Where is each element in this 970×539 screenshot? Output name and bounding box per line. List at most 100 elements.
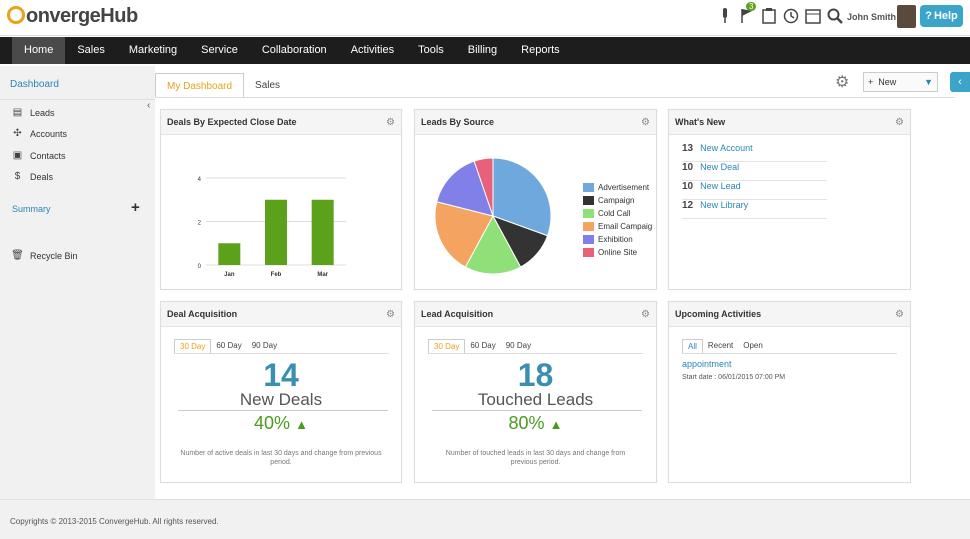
panel-header: Leads By Source ⚙ — [415, 110, 656, 135]
new-dropdown-button[interactable]: + New ▼ — [863, 72, 938, 92]
leads-by-source-panel: Leads By Source ⚙ Advertisement Campaign Co… — [414, 109, 657, 290]
panel-gear-icon[interactable]: ⚙ — [641, 117, 650, 128]
activity-link[interactable]: appointment — [682, 359, 732, 369]
kpi-description: Number of active deals in last 30 days a… — [180, 450, 382, 466]
settings-gear-icon[interactable]: ⚙ — [835, 74, 850, 91]
add-summary-icon[interactable]: + — [131, 199, 140, 216]
search-icon[interactable] — [826, 7, 844, 25]
nav-home[interactable]: Home — [12, 37, 66, 64]
kpi-change: 80% ▲ — [415, 413, 656, 434]
help-button[interactable]: ? Help — [920, 5, 963, 27]
sidebar-dashboard-link[interactable]: Dashboard — [10, 79, 59, 90]
whats-new-link[interactable]: New Account — [700, 143, 753, 153]
legend-item[interactable]: Campaign — [583, 194, 652, 207]
nav-reports[interactable]: Reports — [521, 44, 560, 56]
microphone-icon[interactable] — [716, 7, 734, 25]
tab-sales[interactable]: Sales — [255, 80, 281, 91]
bar-feb[interactable] — [265, 199, 287, 265]
nav-billing[interactable]: Billing — [467, 44, 498, 56]
user-avatar[interactable] — [897, 5, 916, 28]
y-tick-label: 0 — [198, 264, 202, 270]
whats-new-count: 10 — [682, 162, 694, 173]
arrow-up-icon: ▲ — [295, 417, 308, 432]
tab-all[interactable]: All — [682, 339, 703, 354]
panel-header: Upcoming Activities ⚙ — [669, 302, 910, 327]
trash-icon: 🗑 — [11, 250, 24, 261]
sidebar-item-recycle-bin[interactable]: 🗑 Recycle Bin — [11, 250, 77, 261]
tab-90-day[interactable]: 90 Day — [251, 341, 278, 350]
nav-service[interactable]: Service — [201, 44, 238, 56]
whats-new-row[interactable]: 13 New Account — [682, 143, 827, 162]
tab-open[interactable]: Open — [743, 341, 763, 350]
calendar-icon[interactable] — [804, 7, 822, 25]
sidebar-item-contacts[interactable]: ▣ Contacts — [12, 150, 66, 161]
legend-item[interactable]: Email Campaig — [583, 220, 652, 233]
tab-60-day[interactable]: 60 Day — [470, 341, 496, 350]
whats-new-panel: What's New ⚙ 13 New Account 10 New Deal 10 N… — [668, 109, 911, 290]
sidebar-item-deals[interactable]: $ Deals — [12, 171, 53, 182]
period-tabs: 30 Day 60 Day 90 Day — [174, 339, 282, 354]
bar-mar[interactable] — [311, 199, 334, 265]
panel-gear-icon[interactable]: ⚙ — [386, 117, 395, 128]
clipboard-icon[interactable] — [760, 7, 778, 25]
pie-slice-email-campaig[interactable] — [434, 201, 494, 268]
legend-item[interactable]: Advertisement — [583, 181, 652, 194]
flag-icon[interactable]: 3 — [738, 2, 757, 25]
whats-new-row[interactable]: 12 New Library — [682, 200, 827, 219]
legend-swatch — [583, 183, 594, 192]
whats-new-link[interactable]: New Lead — [700, 181, 741, 191]
whats-new-link[interactable]: New Library — [700, 200, 749, 210]
legend-label: Advertisement — [598, 183, 650, 192]
x-tick-label: Mar — [317, 272, 328, 278]
period-tabs: 30 Day 60 Day 90 Day — [428, 339, 536, 354]
panel-gear-icon[interactable]: ⚙ — [895, 309, 904, 320]
activity-tabs: All Recent Open — [682, 339, 768, 354]
legend-item[interactable]: Online Site — [583, 246, 652, 259]
nav-activities[interactable]: Activities — [350, 44, 395, 56]
kpi-change-value: 80% — [508, 413, 545, 433]
sidebar-divider — [0, 99, 155, 100]
tab-90-day[interactable]: 90 Day — [505, 341, 532, 350]
legend-item[interactable]: Cold Call — [583, 207, 652, 220]
whats-new-row[interactable]: 10 New Lead — [682, 181, 827, 200]
panel-title: Deal Acquisition — [167, 309, 238, 319]
toggle-right-panel-icon[interactable]: ‹ — [950, 72, 970, 92]
legend-item[interactable]: Exhibition — [583, 233, 652, 246]
panel-header: Deal Acquisition ⚙ — [161, 302, 401, 327]
tab-my-dashboard[interactable]: My Dashboard — [155, 73, 245, 98]
pie-slice-cold-call[interactable] — [464, 214, 522, 275]
bar-jan[interactable] — [218, 243, 241, 265]
help-question-icon: ? — [925, 10, 932, 22]
tab-divider — [155, 97, 955, 98]
sidebar-item-accounts[interactable]: ✣ Accounts — [12, 128, 67, 139]
user-name[interactable]: John Smith — [847, 12, 896, 22]
sidebar-item-label: Deals — [30, 171, 54, 182]
tab-30-day[interactable]: 30 Day — [174, 339, 212, 354]
panel-gear-icon[interactable]: ⚙ — [386, 309, 395, 320]
pie-slice-exhibition[interactable] — [436, 160, 494, 217]
nav-marketing[interactable]: Marketing — [128, 44, 178, 56]
tab-recent[interactable]: Recent — [707, 341, 734, 350]
tab-30-day[interactable]: 30 Day — [428, 339, 466, 354]
leads-icon: ▤ — [12, 107, 23, 118]
whats-new-link[interactable]: New Deal — [700, 162, 740, 172]
nav-tools[interactable]: Tools — [418, 44, 444, 56]
app-logo[interactable]: ConvergeHub — [7, 5, 138, 28]
legend-swatch — [583, 209, 594, 218]
sidebar-item-leads[interactable]: ▤ Leads — [12, 107, 55, 118]
clock-icon[interactable] — [782, 7, 800, 25]
tab-60-day[interactable]: 60 Day — [216, 341, 242, 350]
whats-new-row[interactable]: 10 New Deal — [682, 162, 827, 181]
dashboard-tabs: My Dashboard Sales — [155, 73, 291, 98]
pie-slice-advertisement[interactable] — [492, 157, 552, 237]
collapse-sidebar-icon[interactable]: ‹ — [147, 100, 151, 111]
x-tick-label: Feb — [271, 272, 282, 278]
pie-slice-online-site[interactable] — [473, 157, 494, 217]
sidebar-summary-link[interactable]: Summary — [12, 204, 51, 214]
leads-pie-chart — [434, 157, 552, 275]
panel-gear-icon[interactable]: ⚙ — [641, 309, 650, 320]
nav-sales[interactable]: Sales — [77, 44, 105, 56]
whats-new-count: 12 — [682, 200, 694, 211]
panel-gear-icon[interactable]: ⚙ — [895, 117, 904, 128]
nav-collaboration[interactable]: Collaboration — [261, 44, 327, 56]
